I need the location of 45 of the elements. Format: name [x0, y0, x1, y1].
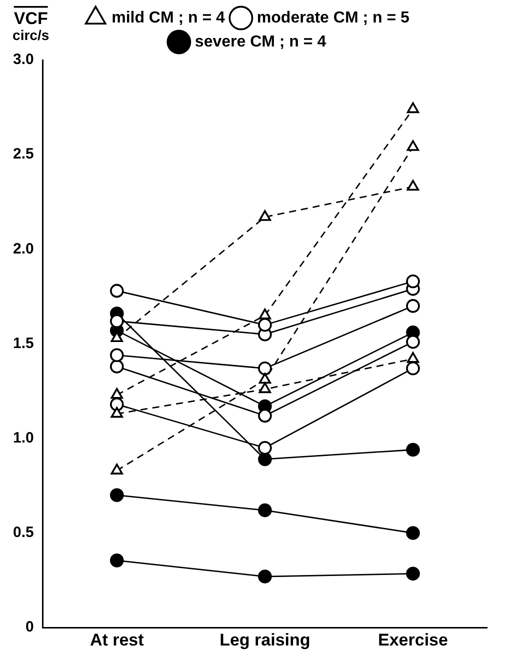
- point: [406, 335, 420, 349]
- point: [406, 140, 420, 151]
- point: [406, 352, 420, 363]
- x-tick-label: Exercise: [378, 630, 448, 650]
- point: [406, 102, 420, 114]
- point: [110, 388, 123, 399]
- point: [110, 348, 124, 362]
- point: [258, 452, 272, 466]
- point: [258, 361, 272, 376]
- point: [258, 318, 272, 332]
- point: [406, 361, 420, 376]
- y-tick-label: 0: [26, 618, 34, 636]
- point: [406, 442, 420, 457]
- point: [258, 408, 272, 423]
- point: [406, 299, 420, 313]
- y-axis-title: VCF circ/s: [12, 9, 50, 43]
- x-tick-label: Leg raising: [220, 630, 310, 650]
- legend-label: mild CM ; n = 4: [112, 9, 226, 26]
- y-tick-label: 1.5: [12, 334, 34, 352]
- point: [110, 554, 124, 568]
- point: [110, 488, 124, 502]
- x-tick-label: At rest: [90, 630, 144, 650]
- y-tick-label: 0.5: [12, 524, 34, 542]
- y-tick-label: 2.5: [12, 146, 34, 163]
- point: [110, 406, 123, 418]
- point: [110, 360, 124, 374]
- y-tick-label: 3.0: [12, 51, 34, 68]
- point: [258, 382, 272, 394]
- y-tick-label: 2.0: [12, 240, 34, 258]
- y-tick-label: 1.0: [12, 430, 34, 447]
- legend-label: moderate CM ; n = 5: [256, 9, 410, 26]
- point: [258, 210, 272, 221]
- point: [406, 180, 420, 191]
- point: [110, 464, 123, 474]
- point: [258, 570, 272, 584]
- point: [406, 526, 420, 540]
- point: [258, 308, 272, 320]
- point: [110, 284, 124, 298]
- point: [110, 314, 124, 328]
- point: [406, 274, 420, 288]
- point: [258, 372, 272, 384]
- point: [258, 440, 272, 455]
- point: [258, 503, 272, 518]
- point: [406, 566, 420, 581]
- legend-label: severe CM ; n = 4: [194, 33, 326, 50]
